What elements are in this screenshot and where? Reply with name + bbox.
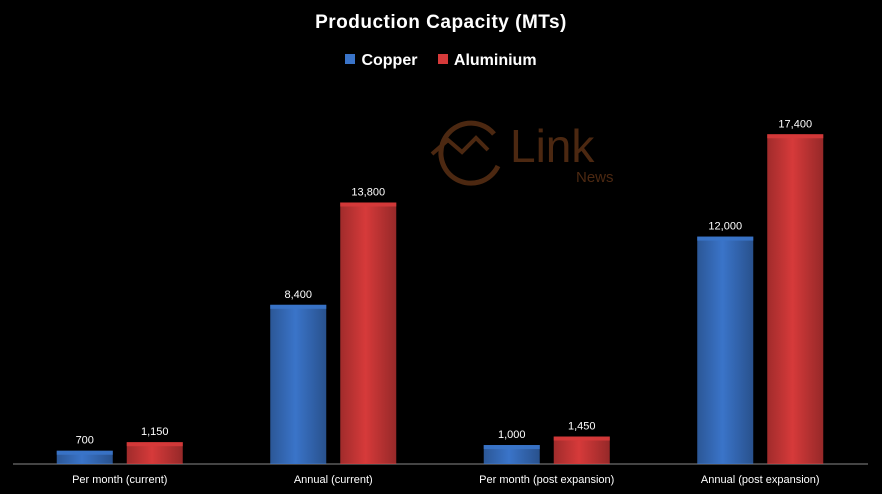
category-label-3: Annual (post expansion) xyxy=(701,474,820,486)
bar-aluminium-0 xyxy=(126,442,183,464)
bar-aluminium-3 xyxy=(767,134,824,464)
data-label-aluminium-1: 13,800 xyxy=(351,186,385,198)
category-label-2: Per month (post expansion) xyxy=(479,474,614,486)
bar-top-aluminium-0 xyxy=(126,442,183,447)
legend-item-copper: Copper xyxy=(345,52,417,70)
data-label-copper-0: 700 xyxy=(76,435,94,447)
bar-aluminium-2 xyxy=(553,436,610,464)
data-label-copper-3: 12,000 xyxy=(708,221,742,233)
bar-top-aluminium-1 xyxy=(340,202,397,207)
legend-swatch-aluminium xyxy=(437,54,448,64)
bar-copper-3 xyxy=(697,236,754,464)
bar-top-aluminium-3 xyxy=(767,134,824,139)
bar-top-copper-2 xyxy=(483,445,540,450)
category-label-1: Annual (current) xyxy=(294,474,373,486)
chart-title: Production Capacity (MTs) xyxy=(315,12,567,33)
bar-top-copper-3 xyxy=(697,236,754,241)
bar-top-copper-1 xyxy=(270,304,327,309)
category-label-0: Per month (current) xyxy=(72,474,167,486)
legend: Copper Aluminium xyxy=(0,52,882,70)
data-label-aluminium-3: 17,400 xyxy=(778,118,812,130)
glink-news-watermark-logo: Link News xyxy=(426,112,646,192)
bar-top-aluminium-2 xyxy=(553,436,610,441)
bar-top-copper-0 xyxy=(56,450,113,455)
watermark-brand: Link xyxy=(510,120,595,172)
legend-swatch-copper xyxy=(345,54,356,64)
legend-label-aluminium: Aluminium xyxy=(453,52,537,69)
data-label-copper-1: 8,400 xyxy=(284,289,312,301)
legend-item-aluminium: Aluminium xyxy=(437,52,537,70)
data-label-aluminium-2: 1,450 xyxy=(568,421,596,433)
data-label-copper-2: 1,000 xyxy=(498,429,526,441)
bar-copper-2 xyxy=(483,445,540,464)
bar-aluminium-1 xyxy=(340,202,397,465)
bar-copper-1 xyxy=(270,304,327,464)
legend-label-copper: Copper xyxy=(361,52,418,69)
watermark-sub: News xyxy=(576,169,614,186)
data-label-aluminium-0: 1,150 xyxy=(141,426,169,438)
